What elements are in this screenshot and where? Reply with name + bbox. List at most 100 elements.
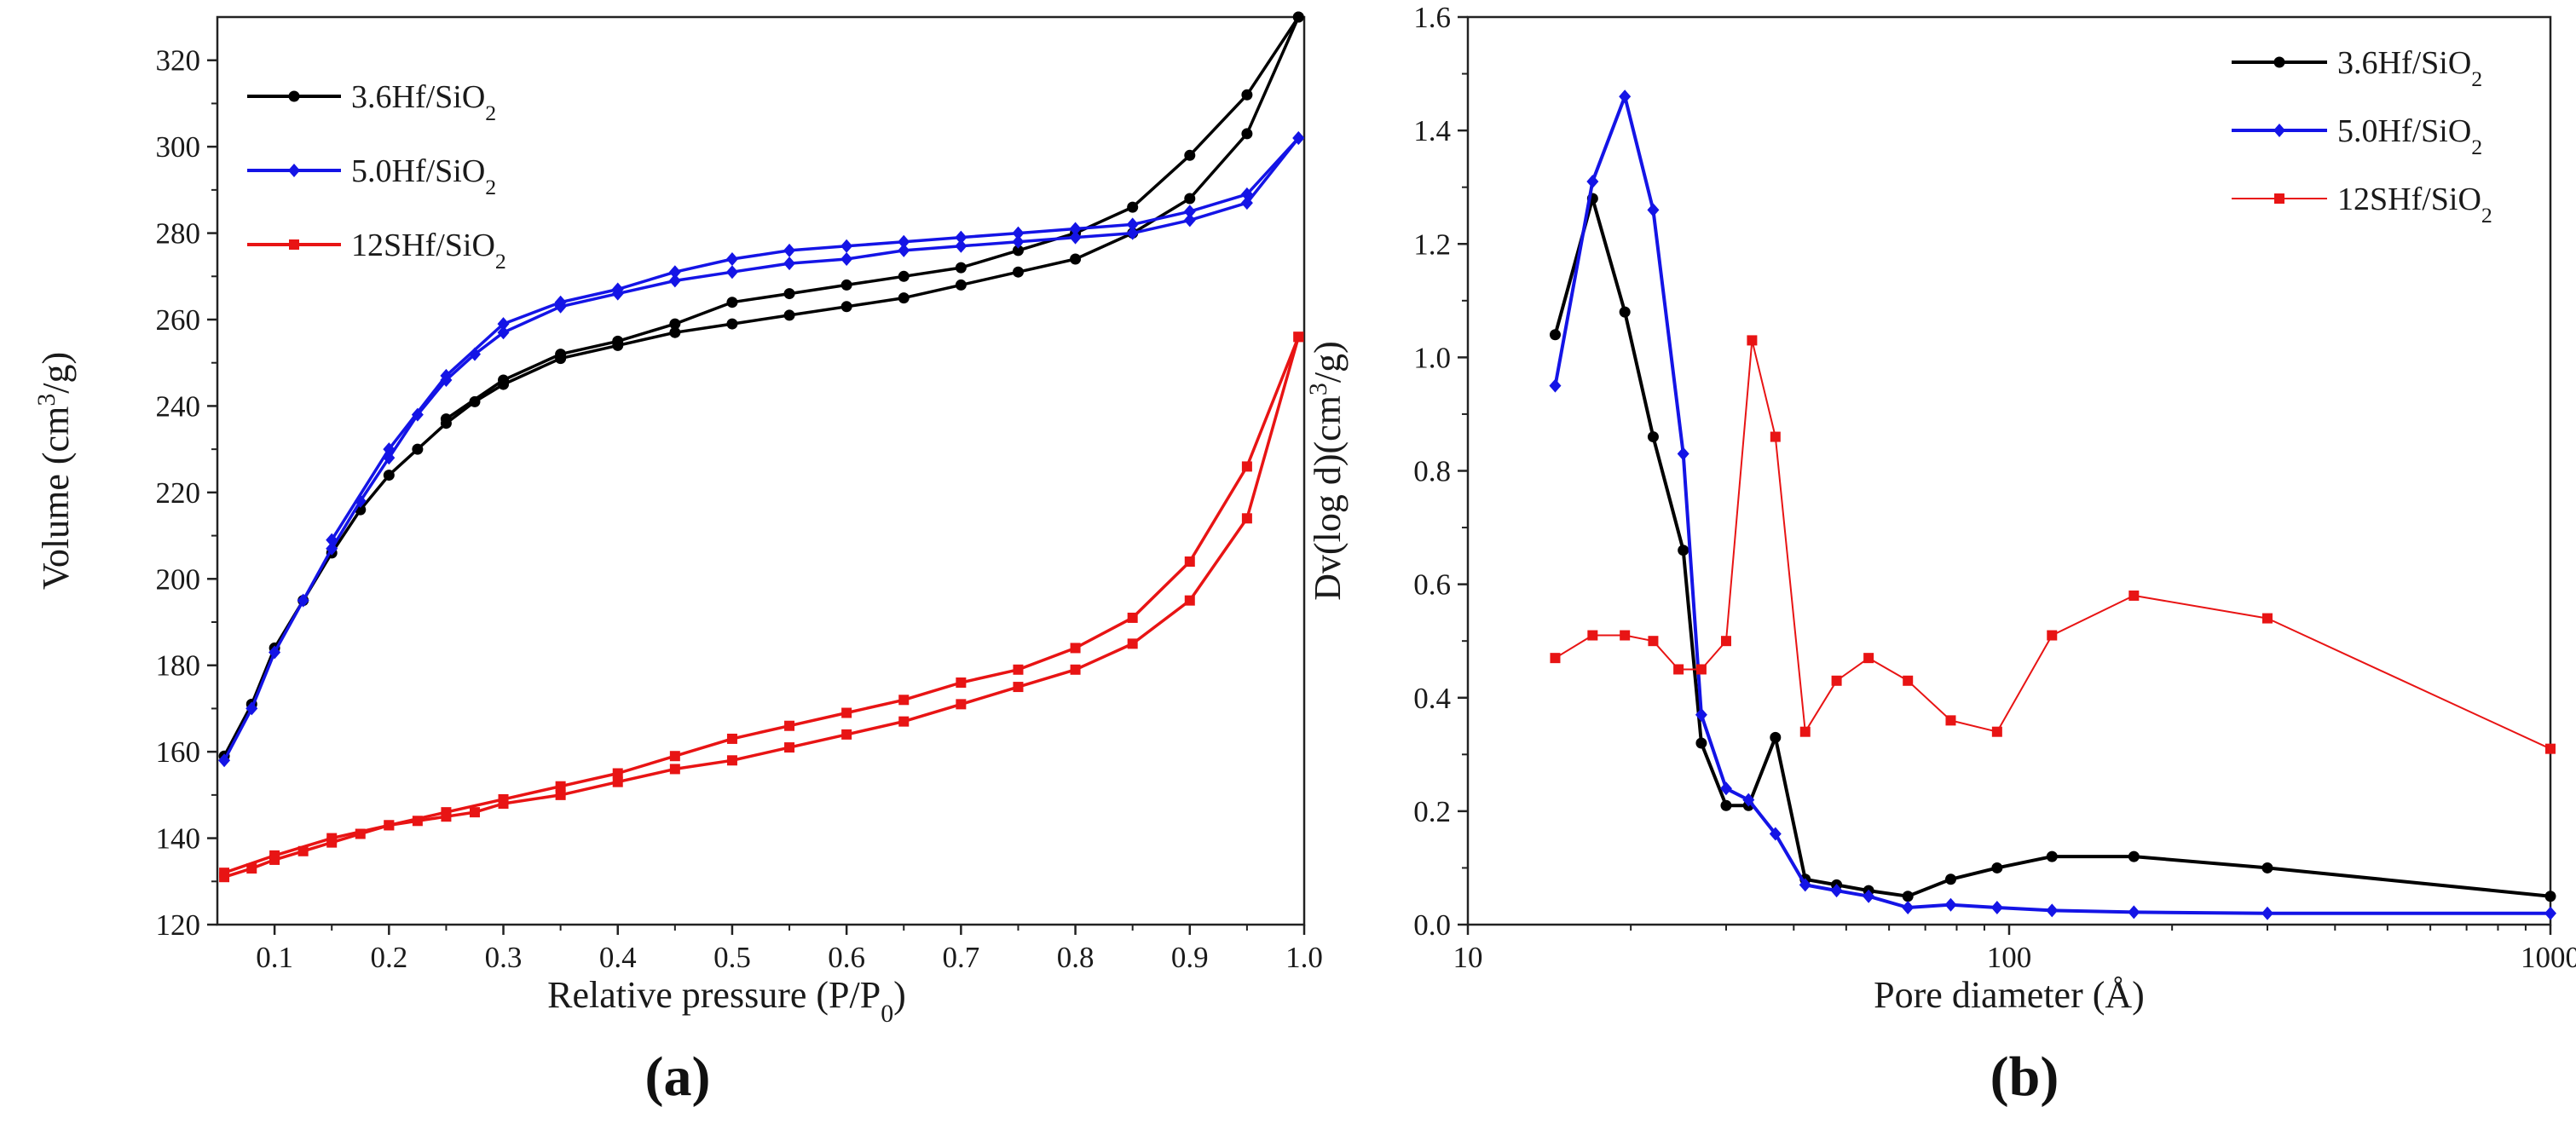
a-data-point xyxy=(297,593,309,608)
a-data-point xyxy=(1183,213,1196,228)
a-data-point xyxy=(1241,461,1252,472)
a-data-point xyxy=(784,742,795,753)
a-xtick-label: 0.2 xyxy=(370,941,407,974)
a-data-point xyxy=(898,234,910,249)
b-data-point xyxy=(1695,737,1707,749)
b-xtick-label: 1000 xyxy=(2521,941,2576,974)
a-data-point xyxy=(498,793,509,804)
a-ytick-label: 140 xyxy=(156,822,201,856)
a-series-line xyxy=(330,136,1300,541)
a-ytick-label: 320 xyxy=(156,44,201,78)
a-xtick-label: 0.7 xyxy=(942,941,979,974)
a-data-point xyxy=(326,541,338,556)
a-data-point xyxy=(783,257,796,271)
b-data-point xyxy=(1863,889,1875,903)
a-data-point xyxy=(1012,234,1025,249)
b-data-point xyxy=(1619,89,1632,104)
a-data-point xyxy=(611,282,624,297)
a-data-point xyxy=(326,833,338,844)
a-legend-label: 5.0Hf/SiO2 xyxy=(351,153,496,199)
a-legend-label: 3.6Hf/SiO2 xyxy=(351,79,496,125)
a-data-point xyxy=(555,781,566,792)
a-data-point xyxy=(956,677,967,688)
a-data-point xyxy=(383,442,396,457)
b-data-point xyxy=(2544,891,2556,902)
b-ytick-label: 1.6 xyxy=(1413,1,1451,34)
b-data-point xyxy=(1620,630,1631,641)
a-data-point xyxy=(783,288,795,300)
a-data-point xyxy=(1241,89,1253,101)
a-data-point xyxy=(840,279,852,291)
a-ytick-label: 220 xyxy=(156,476,201,510)
b-data-point xyxy=(1991,726,2002,737)
b-data-point xyxy=(1944,897,1957,912)
b-data-point xyxy=(1991,862,2003,873)
b-series-line xyxy=(1553,197,2551,898)
b-data-point xyxy=(1719,781,1732,796)
b-data-point xyxy=(1799,726,1811,737)
a-data-point xyxy=(725,252,738,266)
b-ytick-label: 0.8 xyxy=(1413,455,1451,488)
a-ytick-label: 160 xyxy=(156,735,201,769)
a-data-point xyxy=(383,470,395,481)
b-legend-marker xyxy=(2273,124,2285,137)
b-series-line xyxy=(1554,339,2551,750)
a-ytick-label: 260 xyxy=(156,303,201,337)
b-data-point xyxy=(1799,878,1811,892)
b-ytick-label: 0.6 xyxy=(1413,568,1451,602)
a-data-point xyxy=(440,368,453,383)
b-data-point xyxy=(1720,636,1731,647)
b-xtick-label: 100 xyxy=(1987,941,2032,974)
a-data-point xyxy=(726,297,738,308)
a-legend-marker xyxy=(288,164,300,177)
a-data-point xyxy=(669,764,680,775)
a-data-point xyxy=(1069,230,1082,245)
a-legend-marker xyxy=(289,239,299,250)
b-data-point xyxy=(1619,306,1631,318)
a-data-point xyxy=(498,374,510,386)
b-data-point xyxy=(1648,636,1659,647)
a-x-axis-title: Relative pressure (P/P0) xyxy=(547,974,906,1028)
a-legend-label: 12SHf/SiO2 xyxy=(351,228,506,274)
b-legend-marker xyxy=(2273,56,2285,68)
b-ytick-label: 1.4 xyxy=(1413,114,1451,147)
b-ytick-label: 1.2 xyxy=(1413,228,1451,261)
a-plot-frame xyxy=(216,15,1306,926)
a-data-point xyxy=(898,243,910,257)
a-data-point xyxy=(1292,11,1304,23)
b-legend-label: 5.0Hf/SiO2 xyxy=(2337,113,2482,159)
a-data-point xyxy=(840,301,852,313)
a-ytick-label: 180 xyxy=(156,649,201,683)
a-data-point xyxy=(783,243,796,257)
b-data-point xyxy=(1902,901,1915,915)
b-data-point xyxy=(1549,329,1561,341)
a-xtick-label: 0.4 xyxy=(599,941,637,974)
b-data-point xyxy=(2544,906,2556,920)
b-data-point xyxy=(1945,715,1956,726)
a-data-point xyxy=(497,326,510,340)
chart-b: 0.0 0.2 0.4 0.6 0.8 1.0 1.2 1.4 1.6 10 100 1000 Pore… xyxy=(1304,1,2576,1108)
a-data-point xyxy=(955,230,967,245)
a-ytick-label: 280 xyxy=(156,217,201,251)
b-data-point xyxy=(1720,799,1732,811)
a-data-point xyxy=(1183,205,1196,219)
a-panel-label: (a) xyxy=(645,1046,711,1108)
b-data-point xyxy=(1903,675,1914,686)
a-data-point xyxy=(1240,196,1253,210)
a-series-line xyxy=(445,16,1300,421)
a-data-point xyxy=(246,863,257,874)
a-data-point xyxy=(1241,513,1252,524)
a-data-point xyxy=(1184,556,1195,567)
b-ytick-label: 0.0 xyxy=(1413,908,1451,942)
b-data-point xyxy=(1863,653,1874,664)
a-ytick-label: 240 xyxy=(156,389,201,423)
a-data-point xyxy=(497,317,510,332)
a-data-point xyxy=(1293,332,1304,343)
a-data-point xyxy=(1012,245,1024,257)
a-data-point xyxy=(412,443,424,455)
a-xtick-label: 0.8 xyxy=(1057,941,1095,974)
a-data-point xyxy=(841,729,852,740)
a-data-point xyxy=(1184,193,1196,205)
chart-a: 120 140 160 180 200 220 240 260 280 300 320 0.1 0.2 0… xyxy=(32,11,1323,1108)
